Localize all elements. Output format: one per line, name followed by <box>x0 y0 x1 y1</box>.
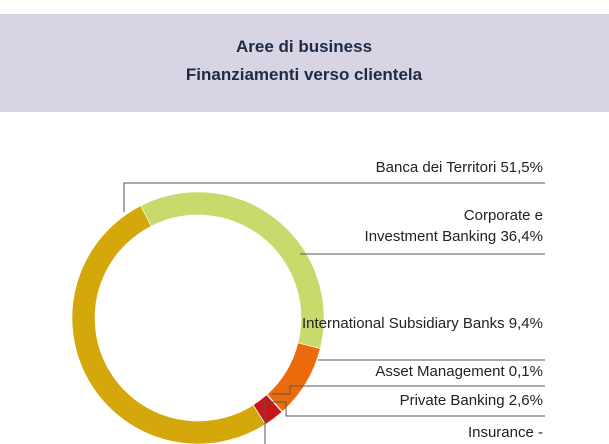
label-line: Corporate e <box>464 207 543 224</box>
leader-line <box>123 182 545 212</box>
slice-label: Asset Management 0,1% <box>375 363 543 380</box>
category-label: Insurance <box>468 424 534 441</box>
leader-line <box>272 385 545 395</box>
category-label: Corporate e Investment Banking <box>365 207 543 245</box>
donut-segment <box>71 205 266 444</box>
value-label: 0,1% <box>509 363 543 380</box>
category-label: Private Banking <box>400 392 505 409</box>
label-line: International Subsidiary Banks <box>302 315 505 332</box>
donut-segment <box>252 404 266 425</box>
slice-label: Private Banking 2,6% <box>400 392 543 409</box>
value-label: 9,4% <box>509 315 543 332</box>
slice-label: Insurance - <box>468 424 543 441</box>
category-label: Banca dei Territori <box>376 159 497 176</box>
leader-line <box>268 401 545 417</box>
category-label: Asset Management <box>375 363 505 380</box>
value-label: - <box>538 424 543 441</box>
donut-segment <box>140 191 325 349</box>
label-line: Investment Banking <box>365 228 497 245</box>
slice-label: Corporate e Investment Banking 36,4% <box>365 207 543 245</box>
value-label: 2,6% <box>509 392 543 409</box>
category-label: International Subsidiary Banks <box>302 315 505 332</box>
donut-segment <box>266 342 321 412</box>
slice-label: International Subsidiary Banks 9,4% <box>302 315 543 332</box>
chart-subtitle: Finanziamenti verso clientela <box>186 65 423 84</box>
chart-title: Aree di business <box>236 37 372 56</box>
value-label: 51,5% <box>500 159 543 176</box>
slice-label: Banca dei Territori 51,5% <box>376 159 543 176</box>
header-band <box>0 14 609 112</box>
value-label: 36,4% <box>500 228 543 245</box>
